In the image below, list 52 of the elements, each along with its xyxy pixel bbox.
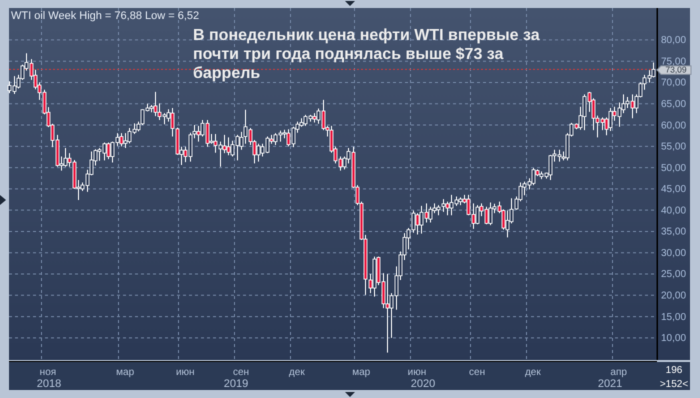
x2-tick-label: 2019 <box>224 378 248 390</box>
y-tick-label: 65,00 <box>661 98 686 110</box>
candlestick <box>154 91 158 117</box>
x2-tick-label: 2020 <box>410 378 436 390</box>
x-tick-label: сен <box>232 367 250 378</box>
x-tick-label: мар <box>352 367 371 378</box>
x-tick-label: сен <box>469 367 486 378</box>
y-tick-label: 80,00 <box>661 35 686 46</box>
x2-tick-label: 2021 <box>598 378 622 390</box>
x-tick-label: мар <box>116 367 135 378</box>
y-tick-label: 55,00 <box>661 142 686 153</box>
text: В понедельник цена нефти WTI впервые за почти три года поднялась выше $73 за баррель <box>193 27 540 82</box>
ref-line-label: 73,09 <box>665 64 687 75</box>
y-tick-label: 60,00 <box>661 120 686 132</box>
candlestick <box>120 132 124 147</box>
candlestick <box>106 142 110 160</box>
candlestick <box>446 201 450 216</box>
x-tick-label: апр <box>610 367 628 378</box>
text: 196 <box>666 365 683 376</box>
candlestick <box>442 198 446 212</box>
y-tick-label: 40,00 <box>661 205 686 216</box>
y-tick-label: 30,00 <box>661 248 686 259</box>
x-tick-label: июн <box>176 367 195 378</box>
x-tick-label: июн <box>408 367 426 378</box>
x2-tick-label: 2018 <box>36 378 62 390</box>
candlestick <box>608 108 612 132</box>
x-tick-label: ноя <box>40 367 56 378</box>
y-tick-label: 25,00 <box>661 269 686 280</box>
y-tick-label: 75,00 <box>661 56 686 68</box>
y-tick-label: 70,00 <box>661 78 686 89</box>
x-tick-label: дек <box>288 367 306 378</box>
candlestick <box>256 143 260 162</box>
text: >152< <box>660 379 688 390</box>
candlestick <box>312 112 316 123</box>
y-tick-label: 50,00 <box>661 162 686 174</box>
candlestick <box>532 168 536 186</box>
candlestick <box>226 136 230 156</box>
candlestick <box>386 274 390 354</box>
y-tick-label: 35,00 <box>661 226 686 238</box>
chart-subtitle: WTI oil Week High = 76,88 Low = 6,52 <box>11 10 200 22</box>
y-tick-label: 10,00 <box>661 333 686 344</box>
candlestick <box>64 148 68 168</box>
candlestick <box>416 212 420 235</box>
candlestick <box>476 204 480 225</box>
y-tick-label: 15,00 <box>661 312 686 323</box>
candlestick <box>196 125 200 142</box>
candlestick <box>436 204 440 216</box>
candlestick <box>488 202 492 226</box>
y-tick-label: 20,00 <box>661 290 686 302</box>
x-tick-label: дек <box>524 367 542 378</box>
y-tick-label: 45,00 <box>661 184 686 196</box>
candlestick <box>428 206 432 224</box>
